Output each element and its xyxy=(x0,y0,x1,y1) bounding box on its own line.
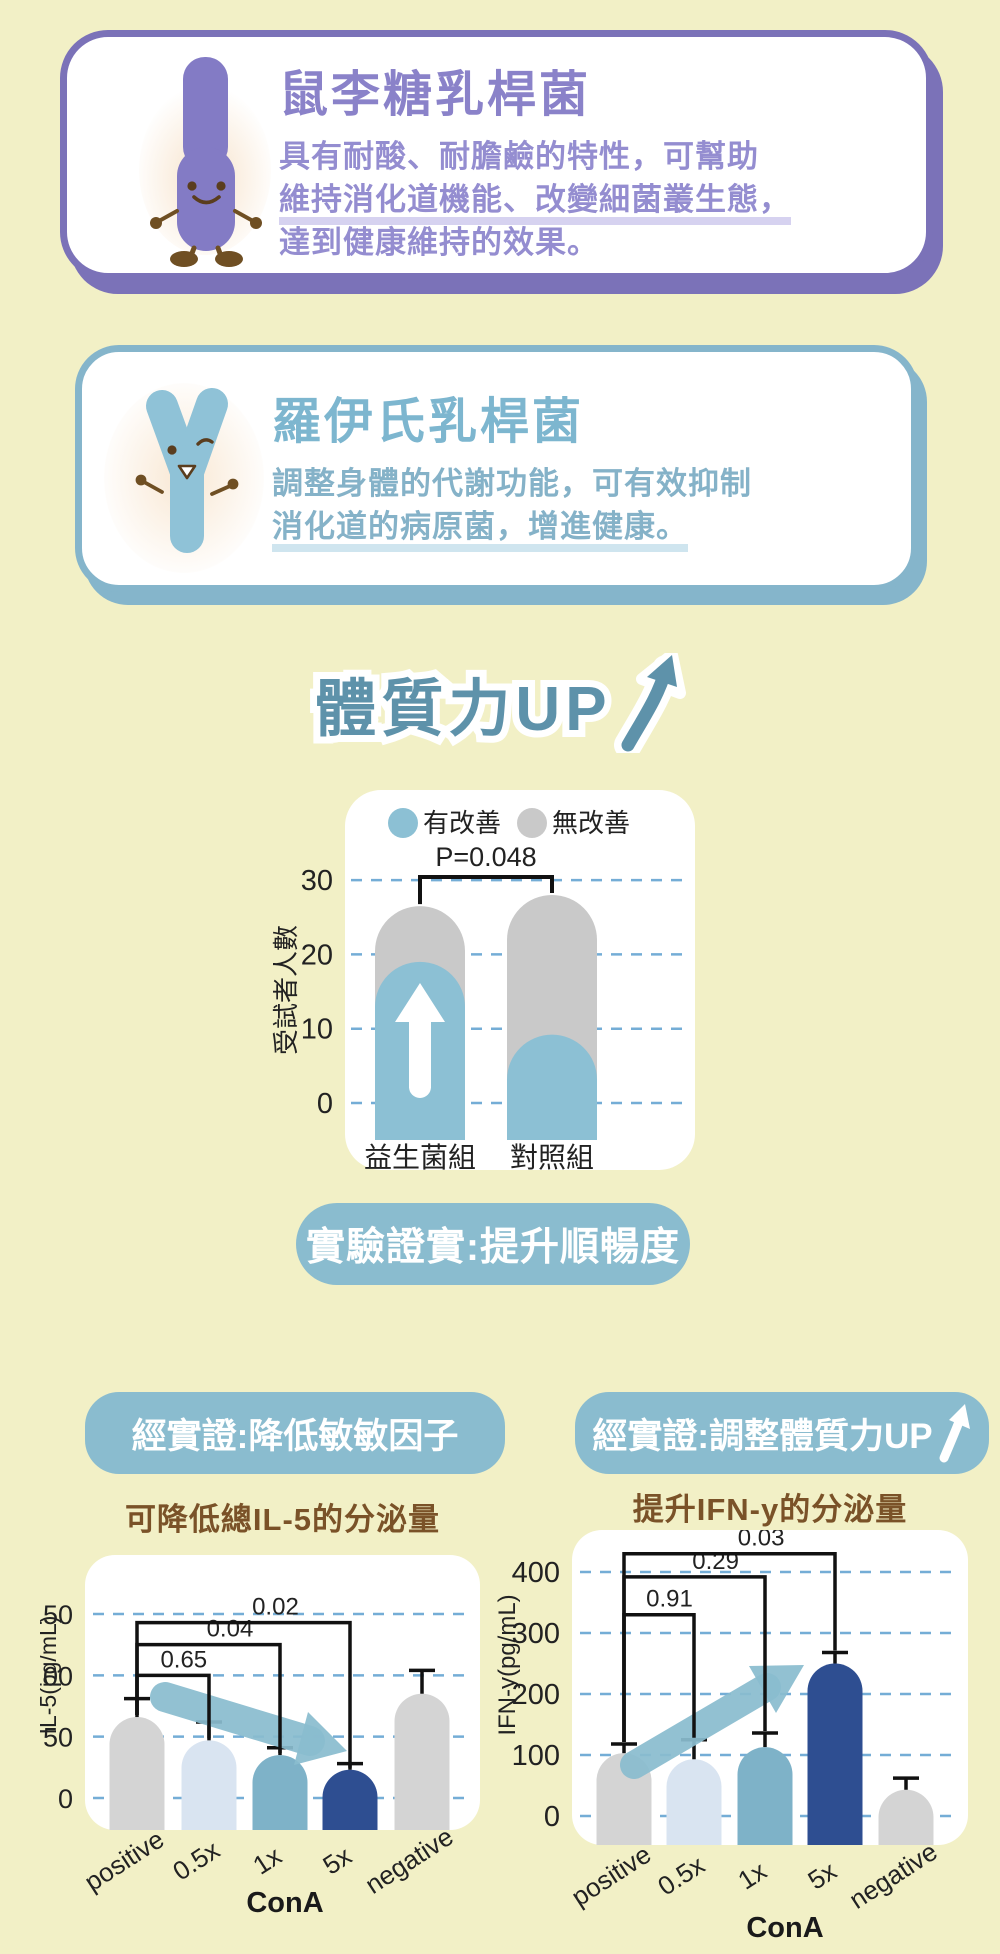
il5-chart-title: 可降低總IL-5的分泌量 xyxy=(124,1502,441,1537)
svg-text:0: 0 xyxy=(58,1784,73,1814)
svg-text:0.65: 0.65 xyxy=(160,1646,207,1673)
svg-text:400: 400 xyxy=(512,1557,560,1589)
svg-text:1x: 1x xyxy=(247,1840,286,1880)
svg-text:negative: negative xyxy=(360,1821,459,1900)
card-body-line: 維持消化道機能、改變細菌叢生態， xyxy=(279,179,919,225)
svg-text:0: 0 xyxy=(317,1088,333,1120)
constitution-up-heading: 體質力UP xyxy=(0,648,1000,758)
svg-text:200: 200 xyxy=(512,1679,560,1711)
svg-text:50: 50 xyxy=(43,1723,73,1753)
heading-text: 體質力UP xyxy=(307,668,613,751)
proof-badge-label: 實驗證實:提升順暢度 xyxy=(306,1226,680,1269)
svg-text:0.5x: 0.5x xyxy=(652,1849,710,1901)
svg-text:100: 100 xyxy=(40,1661,73,1691)
svg-text:150: 150 xyxy=(40,1600,73,1630)
svg-text:IL-5(pg/mL): IL-5(pg/mL) xyxy=(40,1616,61,1735)
card-body-line: 消化道的病原菌，增進健康。 xyxy=(272,506,912,552)
ifn-chart: 400 300 200 100 0 0.91 0.290.03 IFN-y(pg/mL) pos… xyxy=(495,1530,968,1944)
svg-text:0.5x: 0.5x xyxy=(167,1834,225,1886)
svg-text:negative: negative xyxy=(844,1836,943,1915)
svg-text:0.29: 0.29 xyxy=(692,1548,739,1575)
svg-text:0.02: 0.02 xyxy=(252,1594,299,1621)
svg-text:0.91: 0.91 xyxy=(646,1586,693,1613)
svg-text:無改善: 無改善 xyxy=(552,808,630,838)
card-body-line: 達到健康維持的效果。 xyxy=(279,224,599,260)
header-constitution-up-label: 經實證:調整體質力UP xyxy=(592,1416,933,1456)
svg-text:100: 100 xyxy=(512,1740,560,1772)
svg-text:positive: positive xyxy=(79,1824,169,1897)
svg-text:P=0.048: P=0.048 xyxy=(435,842,536,872)
svg-text:對照組: 對照組 xyxy=(510,1142,594,1173)
il5-chart: 150 100 50 0 0.650.040.02 IL-5(pg/mL) positive… xyxy=(40,1555,480,1919)
svg-text:10: 10 xyxy=(301,1014,333,1046)
svg-text:300: 300 xyxy=(512,1618,560,1650)
svg-text:ConA: ConA xyxy=(246,1887,323,1919)
svg-text:30: 30 xyxy=(301,865,333,897)
proof-badge: 實驗證實:提升順暢度 xyxy=(296,1203,690,1285)
card-title-rhamnosus: 鼠李糖乳桿菌 xyxy=(279,68,592,122)
svg-text:益生菌組: 益生菌組 xyxy=(364,1142,476,1173)
svg-text:受試者人數: 受試者人數 xyxy=(271,925,301,1055)
svg-text:20: 20 xyxy=(301,939,333,971)
rhamnosus-bacteria-icon xyxy=(139,57,271,267)
svg-text:5x: 5x xyxy=(317,1840,356,1880)
card-title-reuteri: 羅伊氏乳桿菌 xyxy=(272,395,585,449)
ifn-chart-title: 提升IFN-y的分泌量 xyxy=(632,1492,908,1527)
header-constitution-up: 經實證:調整體質力UP xyxy=(575,1392,989,1474)
svg-text:ConA: ConA xyxy=(746,1912,823,1944)
svg-text:0.04: 0.04 xyxy=(207,1616,254,1643)
up-swoosh-arrow-icon xyxy=(613,653,686,753)
header-lower-allergen-label: 經實證:降低敏敏因子 xyxy=(131,1416,459,1456)
svg-text:有改善: 有改善 xyxy=(423,808,501,838)
svg-text:0: 0 xyxy=(544,1801,560,1833)
card-body-line: 具有耐酸、耐膽鹼的特性，可幫助 xyxy=(279,139,759,174)
svg-text:1x: 1x xyxy=(732,1855,771,1895)
card-body-line: 調整身體的代謝功能，可有效抑制 xyxy=(272,466,752,501)
up-arrow-icon xyxy=(939,1404,970,1463)
reuteri-bacteria-icon xyxy=(104,383,264,573)
svg-text:IFN-y(pg/mL): IFN-y(pg/mL) xyxy=(495,1594,521,1735)
card-rhamnosus: 鼠李糖乳桿菌 具有耐酸、耐膽鹼的特性，可幫助 維持消化道機能、改變細菌叢生態， … xyxy=(60,30,933,280)
header-lower-allergen: 經實證:降低敏敏因子 xyxy=(85,1392,505,1474)
svg-text:positive: positive xyxy=(566,1839,656,1912)
card-reuteri: 羅伊氏乳桿菌 調整身體的代謝功能，可有效抑制 消化道的病原菌，增進健康。 xyxy=(75,345,918,592)
svg-text:0.03: 0.03 xyxy=(738,1530,785,1552)
svg-text:5x: 5x xyxy=(802,1855,841,1895)
